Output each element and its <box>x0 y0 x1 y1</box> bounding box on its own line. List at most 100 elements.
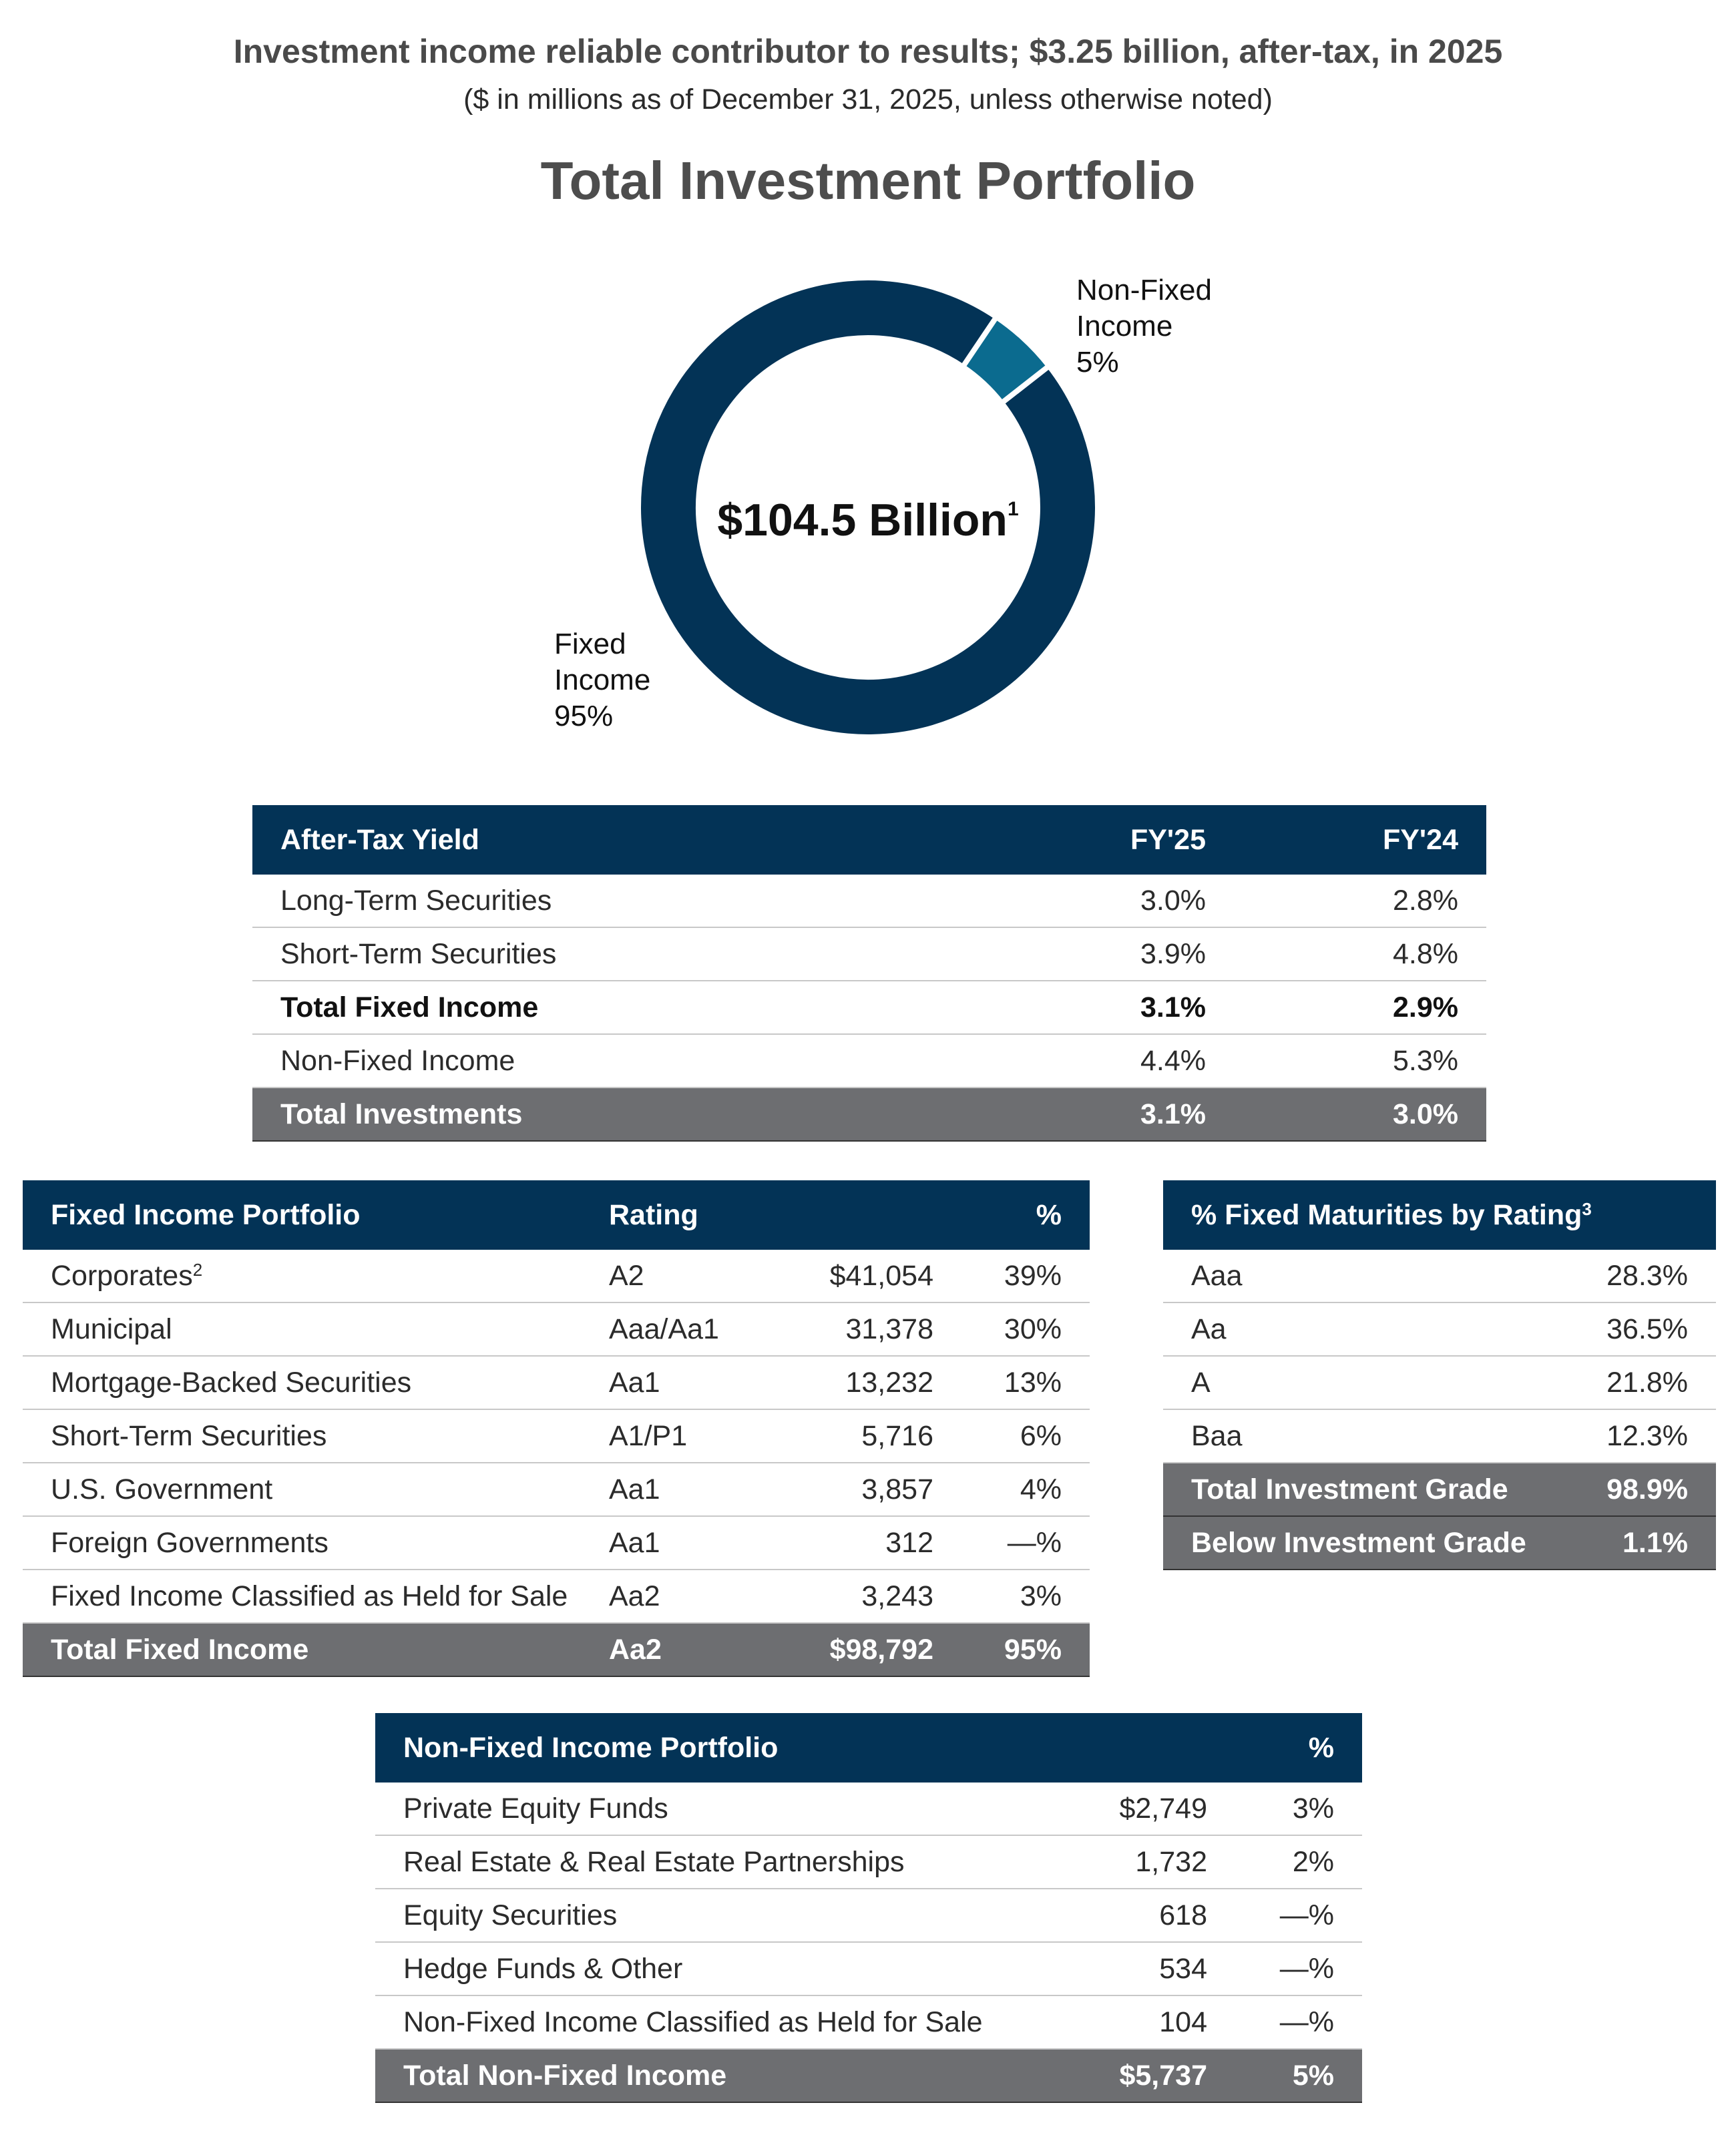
table-row: Aaa 28.3% <box>1163 1250 1716 1303</box>
row-label: Total Fixed Income <box>51 1633 309 1666</box>
column-header: Rating <box>581 1180 768 1250</box>
table-row: Short-Term Securities 3.9% 4.8% <box>252 927 1486 981</box>
percent-value: —% <box>1235 1942 1362 1996</box>
row-label: Fixed Income Classified as Held for Sale <box>51 1580 568 1612</box>
amount-value: 5,716 <box>768 1409 961 1463</box>
row-label: Total Investments <box>252 1088 987 1142</box>
column-header: Non-Fixed Income Portfolio <box>375 1713 1070 1783</box>
table-row: Total Investments 3.1% 3.0% <box>252 1088 1486 1142</box>
table-row: Non-Fixed Income 4.4% 5.3% <box>252 1034 1486 1088</box>
amount-value: 618 <box>1070 1889 1235 1943</box>
fy24-value: 4.8% <box>1234 927 1486 981</box>
amount-value: 31,378 <box>768 1302 961 1357</box>
fy25-value: 3.1% <box>987 981 1234 1035</box>
percent-value: 98.9% <box>1556 1463 1716 1517</box>
page-subline: ($ in millions as of December 31, 2025, … <box>463 83 1273 115</box>
table-header-row: Non-Fixed Income Portfolio % <box>375 1713 1362 1783</box>
donut-slice-non-fixed-income <box>959 313 1053 407</box>
row-label: Long-Term Securities <box>252 875 987 928</box>
percent-value: 30% <box>961 1302 1090 1357</box>
table-header-row: Fixed Income Portfolio Rating % <box>23 1180 1090 1250</box>
percent-value: 2% <box>1235 1835 1362 1889</box>
rating-value: Aa1 <box>581 1356 768 1410</box>
percent-value: 4% <box>961 1463 1090 1517</box>
fy24-value: 2.8% <box>1234 875 1486 928</box>
table-row: U.S. Government Aa1 3,857 4% <box>23 1463 1090 1517</box>
row-footnote: 2 <box>192 1259 203 1280</box>
row-label: Real Estate & Real Estate Partnerships <box>375 1835 1070 1889</box>
column-header <box>1070 1713 1235 1783</box>
slice-label-fixed-income: Fixed Income 95% <box>554 626 650 734</box>
row-label-cell: Total Fixed Income <box>23 1623 581 1677</box>
amount-value: 312 <box>768 1516 961 1570</box>
row-label: Hedge Funds & Other <box>375 1942 1070 1996</box>
after-tax-yield-table: After-Tax Yield FY'25 FY'24 Long-Term Se… <box>252 805 1486 1142</box>
amount-value: 104 <box>1070 1995 1235 2050</box>
percent-value: —% <box>1235 1995 1362 2050</box>
amount-value: $5,737 <box>1070 2049 1235 2103</box>
table-row: Total Non-Fixed Income $5,737 5% <box>375 2049 1362 2103</box>
column-header: Fixed Income Portfolio <box>23 1180 581 1250</box>
rating-label: Baa <box>1163 1409 1556 1463</box>
donut-center-footnote: 1 <box>1007 498 1019 520</box>
row-label: Non-Fixed Income Classified as Held for … <box>375 1995 1070 2050</box>
row-label-cell: Fixed Income Classified as Held for Sale <box>23 1570 581 1624</box>
rating-value: Aa2 <box>581 1570 768 1624</box>
rating-label: A <box>1163 1356 1556 1410</box>
percent-value: 6% <box>961 1409 1090 1463</box>
chart-title: Total Investment Portfolio <box>540 151 1196 210</box>
slice-label-value: 5% <box>1076 346 1119 379</box>
table-row: Below Investment Grade 1.1% <box>1163 1516 1716 1570</box>
page-headline: Investment income reliable contributor t… <box>233 33 1503 70</box>
column-header <box>768 1180 961 1250</box>
percent-value: 95% <box>961 1623 1090 1677</box>
rating-value: A2 <box>581 1250 768 1303</box>
fy25-value: 3.9% <box>987 927 1234 981</box>
table-row: A 21.8% <box>1163 1356 1716 1410</box>
row-label: Total Fixed Income <box>252 981 987 1035</box>
row-label-cell: Foreign Governments <box>23 1516 581 1570</box>
row-label: Total Non-Fixed Income <box>375 2049 1070 2103</box>
percent-value: 39% <box>961 1250 1090 1303</box>
slice-label-line1: Non-Fixed <box>1076 274 1212 306</box>
percent-value: 13% <box>961 1356 1090 1410</box>
amount-value: 534 <box>1070 1942 1235 1996</box>
row-label-cell: Municipal <box>23 1302 581 1357</box>
percent-value: 12.3% <box>1556 1409 1716 1463</box>
amount-value: 3,857 <box>768 1463 961 1517</box>
fy25-value: 3.1% <box>987 1088 1234 1142</box>
table-row: Long-Term Securities 3.0% 2.8% <box>252 875 1486 928</box>
row-label: Corporates <box>51 1259 193 1292</box>
row-label: Municipal <box>51 1313 172 1345</box>
table-row: Non-Fixed Income Classified as Held for … <box>375 1995 1362 2050</box>
table-row: Mortgage-Backed Securities Aa1 13,232 13% <box>23 1356 1090 1410</box>
rating-value: Aa2 <box>581 1623 768 1677</box>
table-header-row: % Fixed Maturities by Rating3 <box>1163 1180 1716 1250</box>
column-header: FY'24 <box>1234 805 1486 875</box>
maturities-header-label: % Fixed Maturities by Rating <box>1191 1198 1582 1231</box>
slice-label-line1: Fixed <box>554 628 626 660</box>
percent-value: 3% <box>1235 1783 1362 1836</box>
fy25-value: 3.0% <box>987 875 1234 928</box>
donut-slice-fixed-income <box>636 275 1100 740</box>
column-header: % <box>1235 1713 1362 1783</box>
amount-value: $2,749 <box>1070 1783 1235 1836</box>
row-label: Foreign Governments <box>51 1526 329 1559</box>
rating-label: Aaa <box>1163 1250 1556 1303</box>
rating-label: Below Investment Grade <box>1163 1516 1556 1570</box>
fixed-income-portfolio-table: Fixed Income Portfolio Rating % Corporat… <box>23 1180 1090 1677</box>
maturities-by-rating-table: % Fixed Maturities by Rating3 Aaa 28.3% Aa… <box>1163 1180 1716 1570</box>
row-label-cell: U.S. Government <box>23 1463 581 1517</box>
table-row: Short-Term Securities A1/P1 5,716 6% <box>23 1409 1090 1463</box>
amount-value: $41,054 <box>768 1250 961 1303</box>
table-header-row: After-Tax Yield FY'25 FY'24 <box>252 805 1486 875</box>
rating-label: Total Investment Grade <box>1163 1463 1556 1517</box>
column-header: % <box>961 1180 1090 1250</box>
non-fixed-income-portfolio-table: Non-Fixed Income Portfolio % Private Equ… <box>375 1713 1362 2103</box>
table-row: Total Fixed Income Aa2 $98,792 95% <box>23 1623 1090 1677</box>
row-label: Non-Fixed Income <box>252 1034 987 1088</box>
amount-value: $98,792 <box>768 1623 961 1677</box>
row-label-cell: Short-Term Securities <box>23 1409 581 1463</box>
amount-value: 1,732 <box>1070 1835 1235 1889</box>
percent-value: 36.5% <box>1556 1302 1716 1357</box>
